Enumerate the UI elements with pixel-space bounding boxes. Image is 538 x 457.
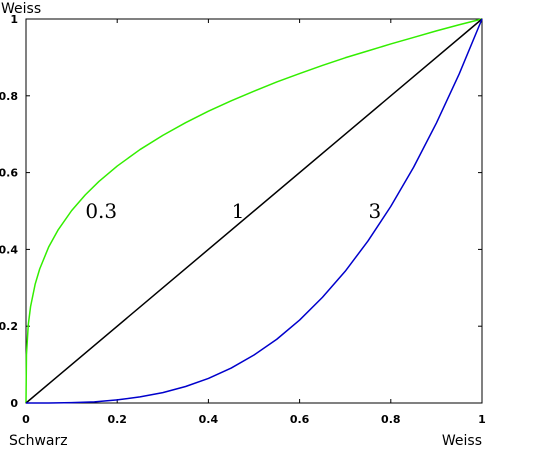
curve-label-gamma-0-3: 0.3 (85, 199, 117, 223)
curve-label-gamma-1: 1 (232, 199, 245, 223)
x-axis-right-label: Weiss (442, 433, 482, 449)
x-tick-label: 1 (478, 413, 486, 426)
x-tick-label: 0 (22, 413, 30, 426)
x-tick-label: 0.4 (199, 413, 219, 426)
y-tick-label: 1 (10, 13, 18, 26)
plot-frame (25, 18, 483, 404)
curve-gamma-0-3 (25, 18, 483, 404)
x-axis-left-label: Schwarz (9, 433, 68, 449)
curve-gamma-1 (25, 18, 483, 404)
y-axis-top-label: Weiss (1, 1, 41, 17)
y-tick-label: 0.2 (0, 320, 18, 333)
curve-labels: 0.3 1 3 (85, 199, 381, 223)
curve-gamma-3 (25, 18, 483, 404)
y-tick-label: 0.6 (0, 167, 18, 180)
y-tick-label: 0.4 (0, 243, 18, 256)
x-tick-label: 0.8 (381, 413, 401, 426)
curve-label-gamma-3: 3 (368, 199, 381, 223)
x-tick-label: 0.2 (107, 413, 127, 426)
y-tick-label: 0 (10, 397, 18, 410)
y-tick-label: 0.8 (0, 90, 18, 103)
tick-labels: 0 0.2 0.4 0.6 0.8 1 0 0.2 0.4 0.6 0.8 1 (0, 13, 486, 426)
x-tick-label: 0.6 (290, 413, 310, 426)
curves (25, 18, 483, 404)
